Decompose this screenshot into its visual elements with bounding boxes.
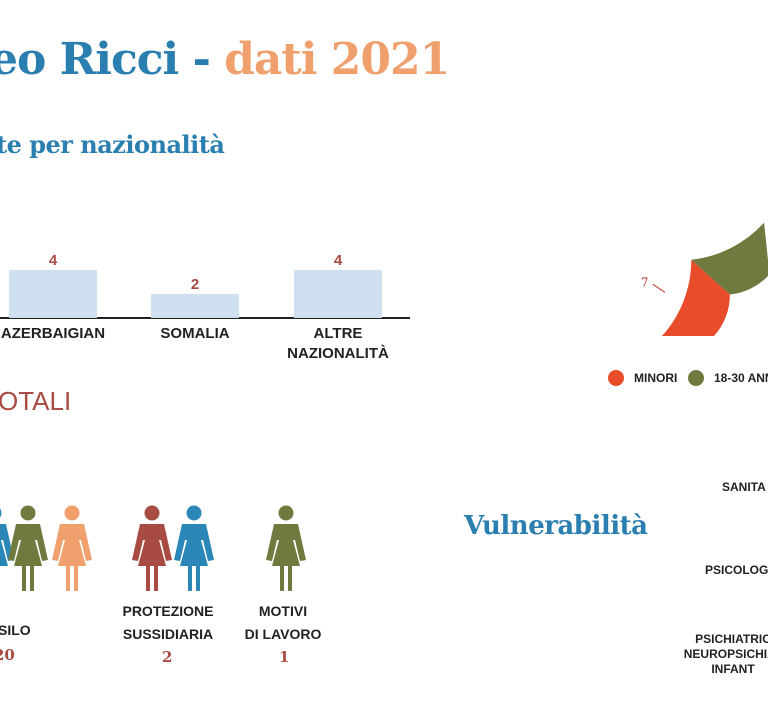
- bar-value-label: 4: [334, 252, 343, 269]
- category-value-protezione: 2: [162, 648, 173, 666]
- category-label-line: DI LAVORO: [244, 626, 322, 642]
- title-separator: -: [178, 34, 225, 85]
- section-title-totals: OTALI: [0, 386, 72, 416]
- legend-swatch-minori: [608, 370, 624, 386]
- category-tick-label: ALTRE: [314, 325, 363, 342]
- age-donut-chart: 7: [641, 222, 768, 336]
- section-title-nationality: te per nazionalità: [0, 130, 225, 159]
- person-icon: [0, 508, 14, 591]
- vulnerability-label-line: PSICOLOGI: [705, 563, 768, 577]
- legend-label: MINORI: [634, 371, 678, 385]
- vulnerability-label-psicologica: PSICOLOGI: [705, 563, 768, 578]
- legend-item-minori: MINORI: [608, 370, 677, 386]
- legend-label: 18-30 ANN: [714, 371, 768, 385]
- category-tick-label: SOMALIA: [160, 325, 229, 342]
- vulnerability-label-line: PSICHIATRIC: [695, 632, 768, 646]
- section-title-vulnerability: Vulnerabilità: [464, 511, 648, 541]
- vulnerability-label-line: INFANT: [711, 662, 755, 676]
- bar: [294, 270, 382, 318]
- pie-slice-18-30: [691, 222, 768, 295]
- vulnerability-label-sanitaria: SANITA: [722, 480, 766, 495]
- bar-value-label: 4: [49, 252, 58, 269]
- category-label-protezione: PROTEZIONE SUSSIDIARIA: [122, 600, 214, 646]
- legend-item-18-30: 18-30 ANN: [688, 370, 768, 386]
- person-icon: [266, 505, 306, 591]
- vulnerability-label-psichiatrica: PSICHIATRIC NEUROPSICHIAT INFANT: [668, 632, 768, 677]
- pie-label-leader: [652, 283, 666, 293]
- person-icon: [52, 505, 92, 591]
- category-label-asilo: SILO: [0, 619, 31, 642]
- category-value-lavoro: 1: [279, 648, 290, 666]
- vulnerability-label-line: NEUROPSICHIAT: [683, 647, 768, 661]
- nationality-bar-chart: 4 AZERBAIGIAN 2 SOMALIA 4 ALTRE NAZIONALITÀ: [0, 252, 410, 362]
- title-part-2: dati 2021: [224, 34, 450, 85]
- page-title: eo Ricci - dati 2021: [0, 34, 450, 85]
- pie-value-label: 7: [641, 275, 649, 289]
- bar: [9, 270, 97, 318]
- pie-slice-minori: [662, 259, 730, 336]
- bar-value-label: 2: [191, 276, 199, 293]
- category-label-line: SILO: [0, 622, 31, 638]
- category-label-line: SUSSIDIARIA: [122, 626, 214, 642]
- category-label-line: PROTEZIONE: [122, 603, 214, 619]
- bar: [151, 294, 239, 318]
- category-tick-label: NAZIONALITÀ: [287, 345, 389, 362]
- category-tick-label: AZERBAIGIAN: [1, 325, 105, 342]
- person-icon: [174, 505, 214, 591]
- category-label-line: MOTIVI: [258, 603, 308, 619]
- category-label-lavoro: MOTIVI DI LAVORO: [240, 600, 326, 646]
- legend-swatch-18-30: [688, 370, 704, 386]
- category-value-asilo: 20: [0, 646, 15, 664]
- person-icon: [8, 505, 48, 591]
- title-part-1: eo Ricci: [0, 34, 179, 85]
- person-icon: [132, 505, 172, 591]
- vulnerability-label-line: SANITA: [722, 480, 766, 494]
